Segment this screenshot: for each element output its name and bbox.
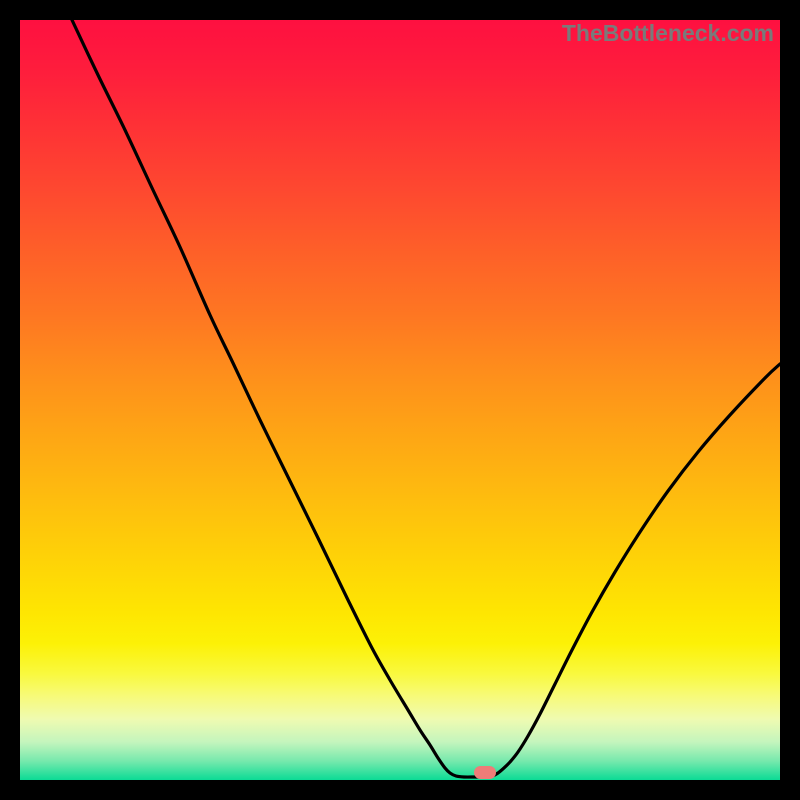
plot-area: TheBottleneck.com bbox=[20, 20, 780, 780]
chart-frame: TheBottleneck.com bbox=[0, 0, 800, 800]
gradient-background bbox=[20, 20, 780, 780]
